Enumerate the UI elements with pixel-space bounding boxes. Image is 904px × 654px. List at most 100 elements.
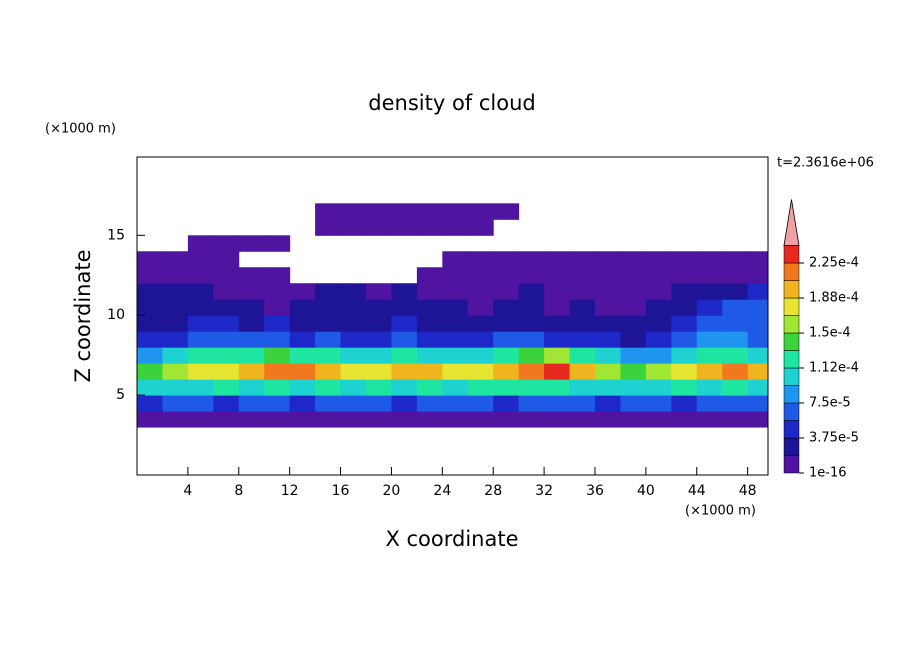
contour-cell bbox=[137, 299, 163, 316]
contour-cell bbox=[187, 331, 214, 348]
contour-cell bbox=[696, 331, 723, 348]
contour-cell bbox=[289, 315, 316, 332]
contour-cell bbox=[264, 331, 291, 348]
contour-cell bbox=[671, 395, 698, 412]
contour-cell bbox=[594, 363, 621, 380]
contour-cell bbox=[722, 379, 749, 396]
contour-cell bbox=[137, 315, 163, 332]
contour-cell bbox=[569, 395, 596, 412]
contour-cell bbox=[416, 379, 443, 396]
contour-cell bbox=[315, 299, 342, 316]
contour-cell bbox=[671, 251, 698, 268]
contour-cell bbox=[187, 267, 214, 284]
contour-cell bbox=[213, 379, 240, 396]
contour-cell bbox=[315, 395, 342, 412]
contour-cell bbox=[365, 219, 392, 236]
contour-cell bbox=[238, 235, 265, 252]
colorbar-tick-label: 1.5e-4 bbox=[809, 326, 851, 341]
colorbar-band bbox=[783, 437, 800, 456]
contour-cell bbox=[365, 331, 392, 348]
contour-cell bbox=[213, 347, 240, 364]
contour-cell bbox=[544, 347, 571, 364]
contour-cell bbox=[671, 267, 698, 284]
contour-cell bbox=[467, 347, 494, 364]
contour-cell bbox=[544, 411, 571, 428]
contour-cell bbox=[340, 347, 367, 364]
contour-cell bbox=[187, 251, 214, 268]
contour-cell bbox=[569, 283, 596, 300]
contour-cell bbox=[416, 363, 443, 380]
contour-cell bbox=[569, 299, 596, 316]
colorbar-band bbox=[783, 297, 800, 316]
contour-cell bbox=[467, 267, 494, 284]
contour-cell bbox=[467, 379, 494, 396]
contour-cell bbox=[315, 363, 342, 380]
colorbar-band bbox=[783, 315, 800, 334]
contour-cell bbox=[467, 331, 494, 348]
contour-cell bbox=[544, 267, 571, 284]
contour-cell bbox=[544, 315, 571, 332]
contour-cell bbox=[213, 251, 240, 268]
contour-cell bbox=[569, 363, 596, 380]
contour-cell bbox=[518, 251, 545, 268]
contour-cell bbox=[696, 267, 723, 284]
contour-cell bbox=[162, 411, 189, 428]
colorbar-tick-label: 1e-16 bbox=[809, 466, 847, 481]
contour-cell bbox=[315, 283, 342, 300]
contour-cell bbox=[467, 363, 494, 380]
contour-cell bbox=[544, 251, 571, 268]
x-tick-label: 12 bbox=[281, 483, 299, 499]
contour-cell bbox=[747, 363, 768, 380]
contour-cell bbox=[289, 299, 316, 316]
contour-cell bbox=[238, 331, 265, 348]
contour-cell bbox=[518, 363, 545, 380]
contour-cell bbox=[238, 267, 265, 284]
contour-cell bbox=[442, 315, 469, 332]
contour-cell bbox=[569, 267, 596, 284]
contour-cell bbox=[493, 203, 520, 220]
contour-cell bbox=[594, 299, 621, 316]
contour-cell bbox=[518, 331, 545, 348]
contour-cell bbox=[213, 411, 240, 428]
contour-cell bbox=[137, 379, 163, 396]
colorbar-band bbox=[783, 367, 800, 386]
contour-cell bbox=[569, 379, 596, 396]
contour-cell bbox=[137, 267, 163, 284]
contour-cell bbox=[416, 411, 443, 428]
contour-cell bbox=[213, 235, 240, 252]
y-tick-label: 5 bbox=[116, 387, 125, 403]
contour-cell bbox=[747, 299, 768, 316]
contour-cell bbox=[569, 411, 596, 428]
contour-cell bbox=[518, 299, 545, 316]
contour-cell bbox=[544, 395, 571, 412]
x-tick-label: 32 bbox=[535, 483, 553, 499]
contour-cell bbox=[238, 315, 265, 332]
contour-cell bbox=[594, 315, 621, 332]
contour-cell bbox=[187, 347, 214, 364]
contour-cell bbox=[645, 411, 672, 428]
contour-cell bbox=[645, 347, 672, 364]
contour-cell bbox=[187, 379, 214, 396]
contour-cell bbox=[238, 299, 265, 316]
x-tick-label: 8 bbox=[234, 483, 243, 499]
contour-cell bbox=[722, 283, 749, 300]
contour-cell bbox=[493, 347, 520, 364]
contour-cell bbox=[671, 299, 698, 316]
contour-cell bbox=[747, 251, 768, 268]
contour-cell bbox=[645, 379, 672, 396]
contour-cell bbox=[696, 283, 723, 300]
contour-cell bbox=[315, 315, 342, 332]
contour-cell bbox=[137, 411, 163, 428]
contour-cell bbox=[467, 411, 494, 428]
contour-cell bbox=[518, 395, 545, 412]
contour-cell bbox=[594, 331, 621, 348]
x-tick-label: 36 bbox=[586, 483, 604, 499]
contour-cell bbox=[696, 363, 723, 380]
contour-cell bbox=[645, 363, 672, 380]
contour-cell bbox=[416, 395, 443, 412]
contour-cell bbox=[162, 379, 189, 396]
contour-cell bbox=[722, 251, 749, 268]
contour-cell bbox=[696, 315, 723, 332]
colorbar-tick-label: 3.75e-5 bbox=[809, 431, 859, 446]
contour-cell bbox=[493, 315, 520, 332]
